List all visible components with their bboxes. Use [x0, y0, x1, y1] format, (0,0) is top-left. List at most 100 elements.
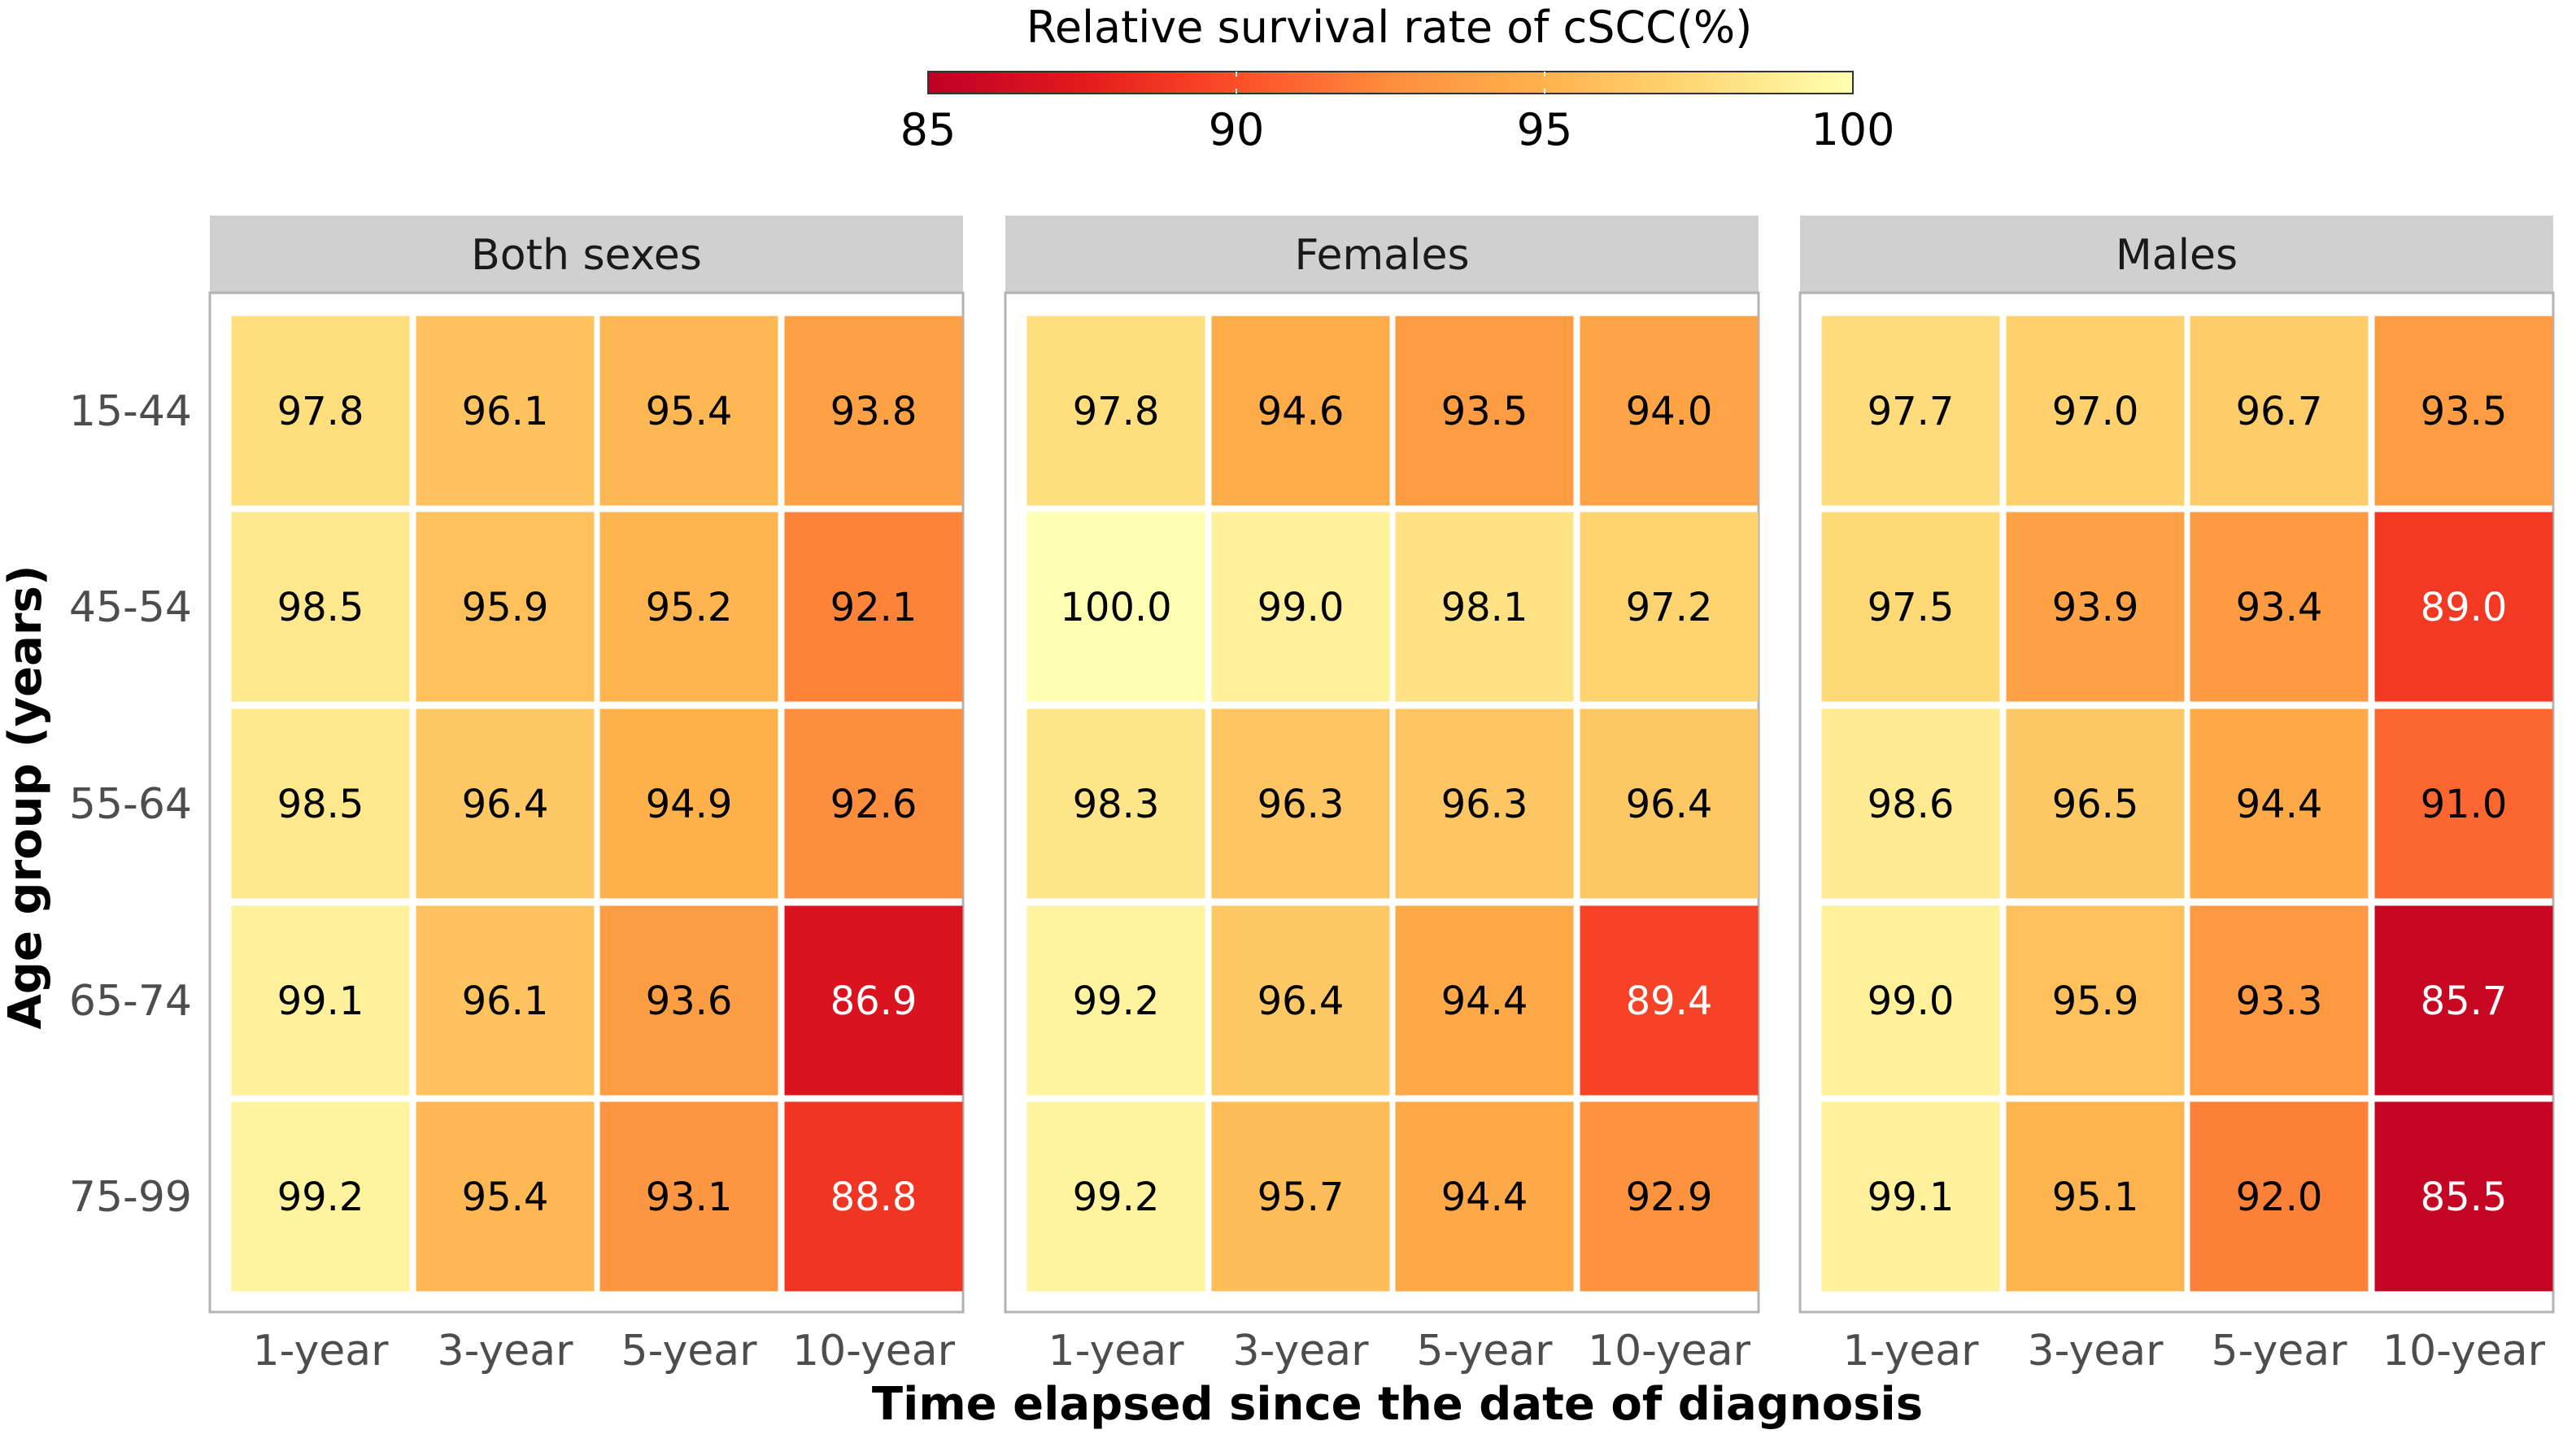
heatmap-cell [2190, 905, 2369, 1096]
heatmap-cell [231, 1101, 410, 1292]
cell-value-label: 96.4 [1257, 979, 1345, 1024]
cell-value-label: 92.6 [830, 782, 918, 827]
panel-strip [1800, 216, 2553, 293]
cell-value-label: 94.4 [1441, 979, 1528, 1024]
cell-value-label: 93.1 [646, 1175, 733, 1220]
cell-value-label: 95.1 [2052, 1175, 2139, 1220]
x-tick-label: 3-year [1233, 1327, 1370, 1375]
heatmap-cell [2006, 316, 2185, 506]
heatmap-cell [1026, 1101, 1205, 1292]
legend-title: Relative survival rate of cSCC(%) [1026, 2, 1753, 53]
x-tick-label: 3-year [2028, 1327, 2164, 1375]
x-tick-label: 1-year [253, 1327, 390, 1375]
cell-value-label: 97.8 [277, 389, 364, 434]
x-tick-label: 5-year [621, 1327, 758, 1375]
y-axis-ticks: 15-44 45-54 55-64 65-74 75-99 [69, 387, 192, 1222]
x-tick-label: 5-year [2212, 1327, 2348, 1375]
heatmap-cell [2006, 905, 2185, 1096]
cell-value-label: 85.5 [2421, 1175, 2508, 1220]
y-tick-label: 55-64 [69, 780, 192, 829]
cell-value-label: 89.0 [2421, 585, 2508, 630]
cell-value-label: 98.3 [1073, 782, 1160, 827]
heatmap-cell [1026, 316, 1205, 506]
y-tick-label: 65-74 [69, 977, 192, 1026]
panel-title: Both sexes [471, 231, 702, 280]
heatmap-cell [416, 708, 595, 899]
cell-value-label: 96.7 [2236, 389, 2323, 434]
heatmap-cell [1580, 316, 1759, 506]
heatmap-cell [1580, 512, 1759, 702]
cell-value-label: 96.4 [1626, 782, 1713, 827]
cell-value-label: 98.5 [277, 585, 364, 630]
cell-value-label: 95.9 [2052, 979, 2139, 1024]
cell-value-label: 95.7 [1257, 1175, 1345, 1220]
cell-value-label: 89.4 [1626, 979, 1713, 1024]
heatmap-cell [1211, 316, 1390, 506]
cell-value-label: 93.4 [2236, 585, 2323, 630]
heatmap-cell [416, 1101, 595, 1292]
heatmap-cell [416, 316, 595, 506]
heatmap-cell [2190, 512, 2369, 702]
cell-value-label: 99.2 [1073, 1175, 1160, 1220]
legend-ticks: 85 90 95 100 [900, 72, 1895, 155]
heatmap-cell [1395, 512, 1574, 702]
heatmap-cell [2190, 316, 2369, 506]
cell-value-label: 93.3 [2236, 979, 2323, 1024]
heatmap-cell [1821, 708, 2000, 899]
x-tick-label: 1-year [1843, 1327, 1980, 1375]
heatmap-cell [1821, 512, 2000, 702]
cell-value-label: 97.2 [1626, 585, 1713, 630]
x-tick-label: 5-year [1417, 1327, 1554, 1375]
cell-value-label: 92.0 [2236, 1175, 2323, 1220]
heatmap-cell [231, 316, 410, 506]
heatmap-cell [1821, 905, 2000, 1096]
cell-value-label: 94.4 [2236, 782, 2323, 827]
cell-value-label: 99.1 [277, 979, 364, 1024]
legend-tick-label: 95 [1517, 104, 1573, 155]
panel-strip [210, 216, 963, 293]
heatmap-cell [1580, 708, 1759, 899]
heatmap-cell [2374, 905, 2553, 1096]
heatmap-cell [2374, 708, 2553, 899]
heatmap-cell [231, 512, 410, 702]
heatmap-cell [2190, 708, 2369, 899]
heatmap-cell [2006, 708, 2185, 899]
cell-value-label: 94.9 [646, 782, 733, 827]
cell-value-label: 99.1 [1868, 1175, 1955, 1220]
heatmap-cell [599, 316, 778, 506]
cell-value-label: 93.6 [646, 979, 733, 1024]
cell-value-label: 91.0 [2421, 782, 2508, 827]
heatmap-cell [1395, 905, 1574, 1096]
cell-value-label: 95.4 [646, 389, 733, 434]
heatmap-cell [784, 905, 963, 1096]
cell-value-label: 99.2 [1073, 979, 1160, 1024]
cell-value-label: 99.0 [1257, 585, 1345, 630]
heatmap-cell [2006, 1101, 2185, 1292]
heatmap-cell [1211, 708, 1390, 899]
cell-value-label: 100.0 [1060, 585, 1171, 630]
heatmap-cell [1580, 905, 1759, 1096]
legend-tick-label: 100 [1811, 104, 1894, 155]
y-tick-label: 15-44 [69, 387, 192, 436]
panel-both-sexes: Both sexes 97.8 96.1 95.4 93.8 98.5 95.9 95.2 92… [208, 216, 965, 1314]
cell-value-label: 98.6 [1868, 782, 1955, 827]
heatmap-cell [599, 905, 778, 1096]
cell-value-label: 98.5 [277, 782, 364, 827]
x-axis-ticks: 1-year 3-year 5-year 10-year 1-year 3-year 5-y… [253, 1327, 2546, 1375]
cell-value-label: 99.0 [1868, 979, 1955, 1024]
y-tick-label: 45-54 [69, 583, 192, 632]
heatmap-cell [1211, 1101, 1390, 1292]
cell-value-label: 99.2 [277, 1175, 364, 1220]
cell-value-label: 97.7 [1868, 389, 1955, 434]
heatmap-cell [1395, 1101, 1574, 1292]
panels: Both sexes 97.8 96.1 95.4 93.8 98.5 95.9 95.2 92… [208, 216, 2555, 1314]
heatmap-cell [1395, 316, 1574, 506]
cell-value-label: 88.8 [830, 1175, 918, 1220]
cell-value-label: 93.5 [2421, 389, 2508, 434]
x-tick-label: 10-year [792, 1327, 956, 1375]
panel-title: Males [2116, 231, 2238, 280]
cell-value-label: 93.8 [830, 389, 918, 434]
heatmap-cell [1395, 708, 1574, 899]
cell-value-label: 96.1 [462, 979, 549, 1024]
heatmap-cell [784, 1101, 963, 1292]
